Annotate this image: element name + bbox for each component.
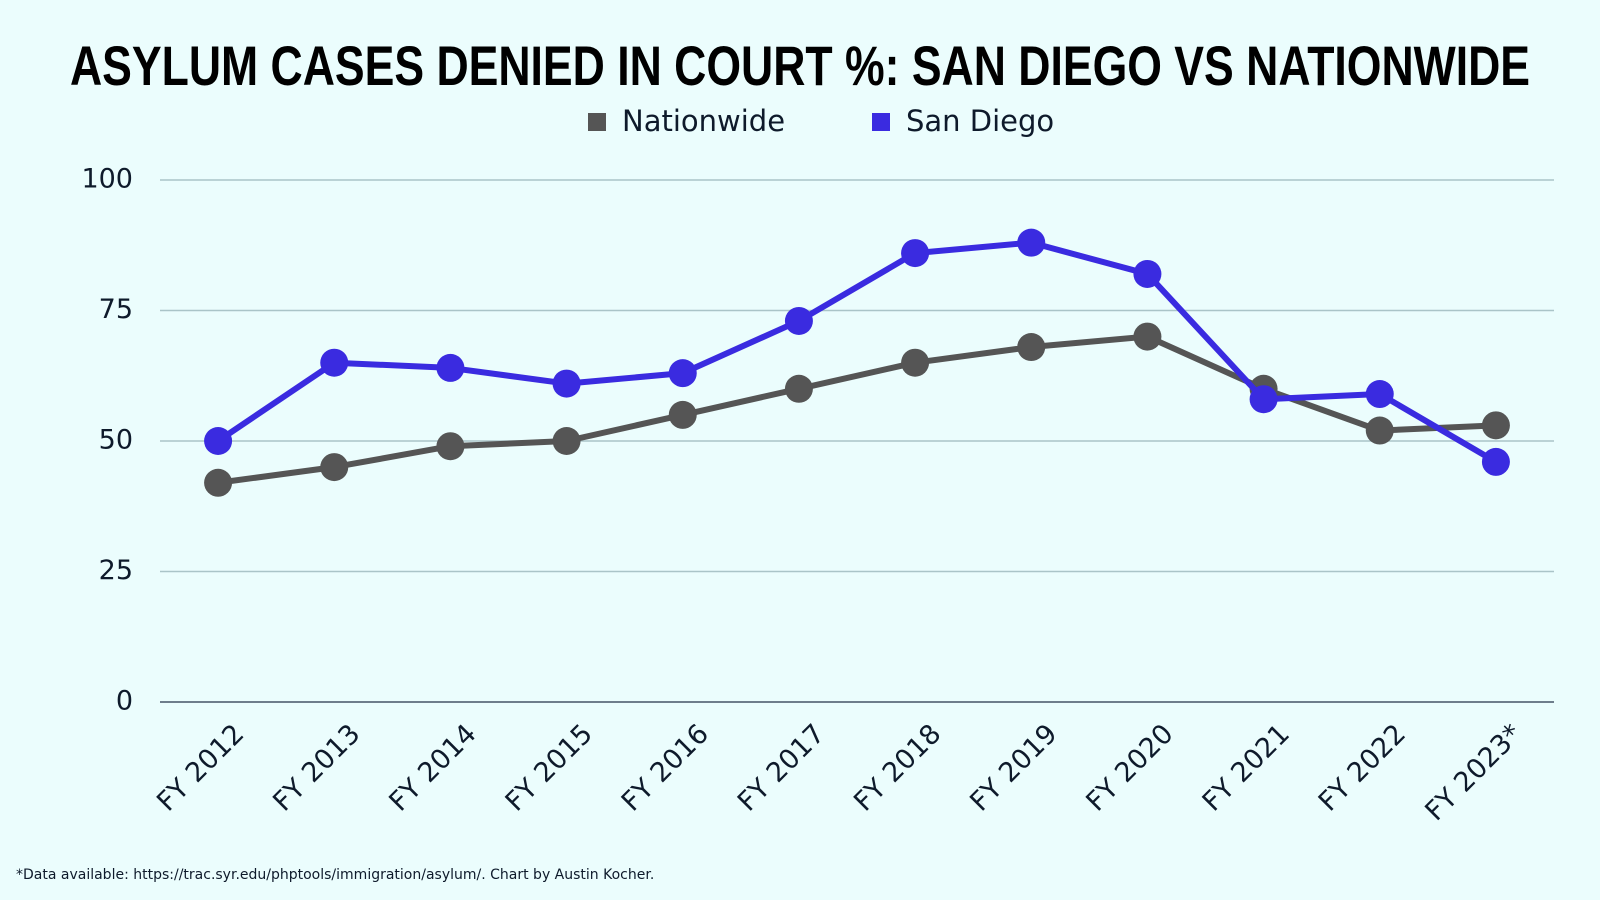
legend-label: Nationwide [622, 104, 785, 138]
footnote: *Data available: https://trac.syr.edu/ph… [16, 867, 654, 883]
data-point [1365, 416, 1394, 445]
data-point [1133, 259, 1162, 288]
chart-title: ASYLUM CASES DENIED IN COURT %: SAN DIEG… [70, 34, 1530, 97]
data-point [1481, 411, 1510, 440]
y-tick-label: 100 [81, 164, 133, 195]
y-tick-label: 25 [99, 555, 133, 586]
data-point [668, 400, 697, 429]
data-point [552, 427, 581, 455]
data-point [436, 432, 465, 461]
data-point [1365, 380, 1394, 409]
data-point [901, 348, 930, 377]
data-point [204, 468, 233, 497]
legend-label: San Diego [906, 104, 1054, 138]
data-point [204, 427, 233, 455]
data-point [1481, 447, 1510, 476]
data-point [320, 453, 349, 482]
data-point [668, 359, 697, 388]
legend-swatch [588, 113, 606, 131]
data-point [436, 353, 465, 382]
data-point [1017, 333, 1046, 362]
y-tick-label: 75 [99, 294, 133, 325]
series-line [216, 239, 1498, 465]
data-point [1133, 322, 1162, 351]
data-point [1249, 385, 1278, 414]
y-tick-label: 0 [116, 686, 133, 717]
data-point [1017, 228, 1046, 257]
data-point [901, 239, 930, 268]
legend-swatch [872, 113, 890, 131]
data-point [320, 348, 349, 377]
data-point [552, 369, 581, 398]
data-point [784, 374, 813, 403]
data-point [784, 306, 813, 335]
y-tick-label: 50 [99, 425, 133, 456]
